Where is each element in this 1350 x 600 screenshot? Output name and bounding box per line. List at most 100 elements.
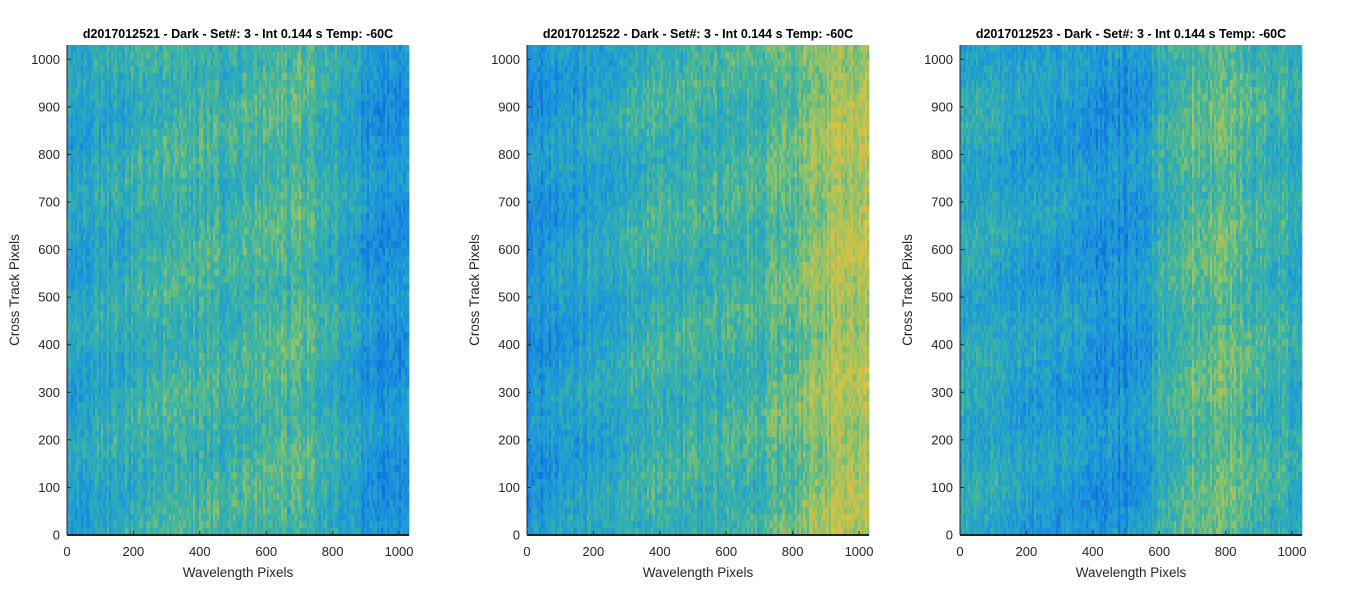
- heatmap-cell: [85, 486, 88, 494]
- heatmap-cell: [201, 500, 204, 508]
- heatmap-cell: [207, 227, 210, 235]
- heatmap-cell: [119, 80, 122, 88]
- heatmap-cell: [67, 255, 70, 263]
- heatmap-cell: [123, 255, 126, 263]
- heatmap-cell: [167, 486, 170, 494]
- heatmap-cell: [79, 465, 82, 473]
- heatmap-cell: [171, 80, 174, 88]
- heatmap-cell: [85, 367, 88, 375]
- heatmap-cell: [175, 353, 178, 361]
- heatmap-cell: [183, 206, 186, 214]
- heatmap-cell: [163, 346, 166, 354]
- heatmap-cell: [121, 115, 124, 123]
- heatmap-cell: [67, 444, 70, 452]
- heatmap-cell: [137, 129, 140, 137]
- heatmap-cell: [147, 521, 150, 529]
- heatmap-cell: [109, 360, 112, 368]
- heatmap-cell: [93, 241, 96, 249]
- heatmap-cell: [113, 444, 116, 452]
- heatmap-cell: [159, 269, 162, 277]
- heatmap-cell: [115, 325, 118, 333]
- heatmap-cell: [75, 220, 78, 228]
- heatmap-cell: [191, 311, 194, 319]
- heatmap-cell: [181, 388, 184, 396]
- heatmap-cell: [73, 458, 76, 466]
- heatmap-cell: [175, 87, 178, 95]
- heatmap-cell: [131, 290, 134, 298]
- heatmap-cell: [91, 115, 94, 123]
- heatmap-cell: [115, 395, 118, 403]
- heatmap-cell: [111, 199, 114, 207]
- heatmap-cell: [171, 374, 174, 382]
- heatmap-cell: [121, 353, 124, 361]
- heatmap-cell: [207, 472, 210, 480]
- heatmap-cell: [179, 374, 182, 382]
- heatmap-cell: [95, 423, 98, 431]
- heatmap-cell: [167, 367, 170, 375]
- heatmap-cell: [101, 339, 104, 347]
- heatmap-cell: [167, 171, 170, 179]
- heatmap-cell: [113, 59, 116, 67]
- heatmap-cell: [149, 52, 152, 60]
- heatmap-cell: [161, 304, 164, 312]
- heatmap-cell: [135, 388, 138, 396]
- heatmap-cell: [197, 388, 200, 396]
- heatmap-cell: [137, 325, 140, 333]
- heatmap-cell: [125, 507, 128, 515]
- heatmap-cell: [153, 409, 156, 417]
- heatmap-cell: [121, 290, 124, 298]
- heatmap-cell: [171, 143, 174, 151]
- heatmap-cell: [103, 52, 106, 60]
- heatmap-cell: [205, 276, 208, 284]
- heatmap-cell: [199, 241, 202, 249]
- heatmap-cell: [71, 45, 74, 53]
- heatmap-cell: [151, 479, 154, 487]
- heatmap-cell: [119, 101, 122, 109]
- heatmap-cell: [85, 115, 88, 123]
- heatmap-cell: [73, 353, 76, 361]
- heatmap-cell: [115, 213, 118, 221]
- heatmap-cell: [91, 437, 94, 445]
- heatmap-cell: [163, 311, 166, 319]
- heatmap-cell: [183, 416, 186, 424]
- heatmap-cell: [167, 353, 170, 361]
- heatmap-cell: [171, 108, 174, 116]
- heatmap-cell: [129, 80, 132, 88]
- heatmap-cell: [69, 311, 72, 319]
- heatmap-cell: [71, 290, 74, 298]
- heatmap-cell: [91, 332, 94, 340]
- heatmap-cell: [181, 199, 184, 207]
- heatmap-cell: [185, 290, 188, 298]
- heatmap-cell: [93, 528, 96, 536]
- heatmap-cell: [111, 444, 114, 452]
- heatmap-cell: [177, 290, 180, 298]
- heatmap-cell: [147, 486, 150, 494]
- heatmap-cell: [147, 332, 150, 340]
- heatmap-cell: [107, 87, 110, 95]
- heatmap-cell: [75, 325, 78, 333]
- heatmap-cell: [83, 94, 86, 102]
- heatmap-cell: [129, 297, 132, 305]
- heatmap-cell: [185, 388, 188, 396]
- heatmap-cell: [107, 241, 110, 249]
- heatmap-cell: [203, 192, 206, 200]
- heatmap-cell: [135, 528, 138, 536]
- heatmap-cell: [119, 339, 122, 347]
- heatmap-cell: [153, 374, 156, 382]
- heatmap-cell: [185, 486, 188, 494]
- heatmap-cell: [87, 234, 90, 242]
- heatmap-cell: [141, 332, 144, 340]
- heatmap-cell: [177, 451, 180, 459]
- heatmap-cell: [175, 339, 178, 347]
- heatmap-cell: [195, 339, 198, 347]
- heatmap-cell: [179, 458, 182, 466]
- heatmap-cell: [89, 164, 92, 172]
- heatmap-cell: [99, 297, 102, 305]
- heatmap-cell: [135, 73, 138, 81]
- heatmap-cell: [171, 115, 174, 123]
- heatmap-cell: [133, 458, 136, 466]
- heatmap-cell: [145, 290, 148, 298]
- heatmap-cell: [167, 150, 170, 158]
- heatmap-cell: [75, 122, 78, 130]
- heatmap-cell: [179, 171, 182, 179]
